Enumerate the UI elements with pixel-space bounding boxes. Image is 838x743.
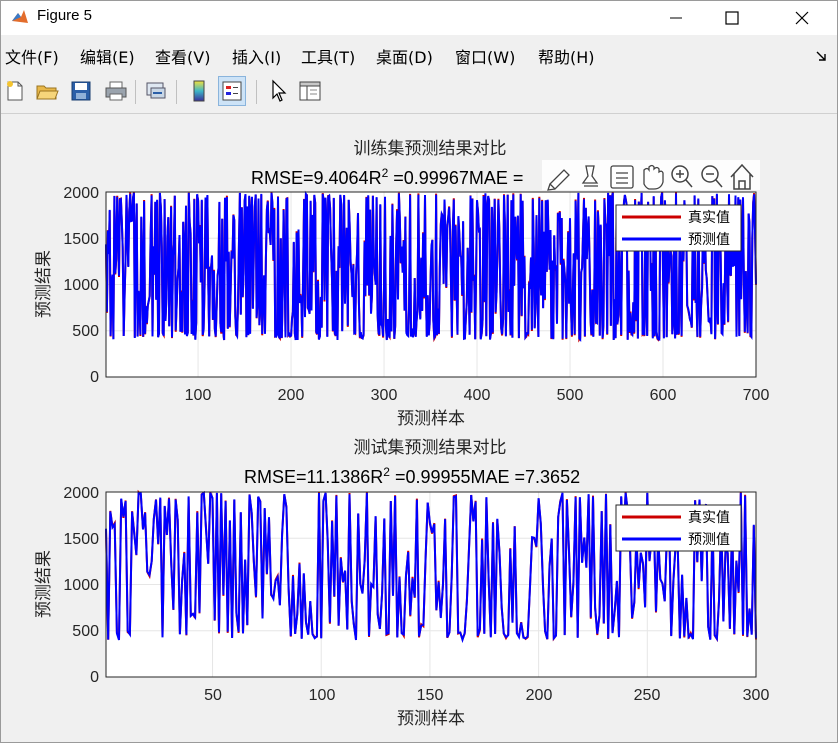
train-xtick: 100 xyxy=(185,387,212,404)
new-file-icon xyxy=(7,81,23,101)
dock-arrow-icon[interactable] xyxy=(815,50,829,62)
train-xtick: 400 xyxy=(464,387,491,404)
open-file-button[interactable] xyxy=(33,76,61,106)
title-bar[interactable]: Figure 5 xyxy=(1,1,837,35)
print-button[interactable] xyxy=(102,76,130,106)
test-pred-series xyxy=(105,490,757,644)
train-ytick: 2000 xyxy=(63,185,99,202)
insert-legend-button[interactable] xyxy=(218,76,246,106)
train-xlabel: 预测样本 xyxy=(397,409,465,428)
brush-icon[interactable] xyxy=(547,169,570,191)
menu-insert[interactable]: 插入(I) xyxy=(232,48,282,67)
train-axes-box xyxy=(105,191,757,378)
train-axes: 训练集预测结果对比 RMSE=9.4064R2 =0.99967MAE = xyxy=(34,139,769,428)
test-ytick: 1500 xyxy=(63,531,99,548)
train-xtick: 300 xyxy=(371,387,398,404)
test-yticks: 0 500 1000 1500 2000 xyxy=(63,485,99,686)
open-folder-icon xyxy=(36,85,59,100)
link-plot-icon xyxy=(146,82,166,99)
test-axes: 测试集预测结果对比 RMSE=11.1386R2 =0.99955MAE =7.… xyxy=(34,438,769,728)
property-inspector-button[interactable] xyxy=(296,76,324,106)
insert-colorbar-button[interactable] xyxy=(185,76,213,106)
train-subtitle: RMSE=9.4064R2 =0.99967MAE = xyxy=(251,166,523,188)
save-button[interactable] xyxy=(67,76,95,106)
train-xtick: 200 xyxy=(278,387,305,404)
colorbar-icon xyxy=(193,80,205,102)
zoom-out-icon[interactable] xyxy=(701,165,723,188)
train-xtick: 600 xyxy=(650,387,677,404)
test-xtick: 250 xyxy=(634,687,661,704)
menu-view[interactable]: 查看(V) xyxy=(155,48,211,67)
pan-icon[interactable] xyxy=(643,164,664,190)
minimize-button[interactable] xyxy=(653,1,699,35)
menu-help[interactable]: 帮助(H) xyxy=(538,48,595,67)
legend-pred-label: 预测值 xyxy=(688,531,730,547)
minimize-icon xyxy=(670,17,682,19)
test-xlabel: 预测样本 xyxy=(397,709,465,728)
train-title: 训练集预测结果对比 xyxy=(354,139,507,158)
toolbar-separator xyxy=(135,80,136,104)
train-ytick: 1500 xyxy=(63,231,99,248)
train-xtick: 500 xyxy=(557,387,584,404)
figure-canvas: 训练集预测结果对比 RMSE=9.4064R2 =0.99967MAE = xyxy=(1,113,837,742)
test-xtick: 50 xyxy=(204,687,222,704)
train-ytick: 0 xyxy=(90,369,99,386)
toolbar-separator xyxy=(176,80,177,104)
zoom-in-icon[interactable] xyxy=(671,165,693,188)
test-xtick: 100 xyxy=(309,687,336,704)
toolbar-separator xyxy=(256,80,257,104)
window-title: Figure 5 xyxy=(37,7,93,24)
train-legend[interactable]: 真实值 预测值 xyxy=(615,204,742,252)
test-xtick: 150 xyxy=(417,687,444,704)
link-plot-button[interactable] xyxy=(142,76,170,106)
menu-desktop[interactable]: 桌面(D) xyxy=(376,48,433,67)
test-axes-box xyxy=(105,491,757,678)
axes-toolbar xyxy=(542,160,760,191)
menu-window[interactable]: 窗口(W) xyxy=(455,48,516,67)
pointer-arrow-icon xyxy=(272,79,287,102)
new-figure-button[interactable] xyxy=(1,76,29,106)
train-yticks: 0 500 1000 1500 2000 xyxy=(63,185,99,386)
test-ylabel: 预测结果 xyxy=(34,550,53,618)
print-icon xyxy=(105,81,127,101)
train-ytick: 500 xyxy=(72,323,99,340)
legend-true-label: 真实值 xyxy=(688,209,730,225)
test-ytick: 500 xyxy=(72,623,99,640)
legend-true-label: 真实值 xyxy=(688,509,730,525)
menu-bar: 文件(F) 编辑(E) 查看(V) 插入(I) 工具(T) 桌面(D) 窗口(W… xyxy=(1,39,837,69)
maximize-icon xyxy=(725,11,739,25)
close-button[interactable] xyxy=(779,1,825,35)
menu-file[interactable]: 文件(F) xyxy=(5,48,59,67)
save-icon xyxy=(71,81,91,101)
maximize-button[interactable] xyxy=(709,1,755,35)
test-ytick: 2000 xyxy=(63,485,99,502)
test-ytick: 0 xyxy=(90,669,99,686)
close-icon xyxy=(795,11,809,25)
test-xtick: 300 xyxy=(743,687,770,704)
train-xtick: 700 xyxy=(743,387,770,404)
save-figure-icon[interactable] xyxy=(610,165,634,189)
menu-edit[interactable]: 编辑(E) xyxy=(80,48,135,67)
train-xticks: 100 200 300 400 500 600 700 xyxy=(185,387,770,404)
train-ylabel: 预测结果 xyxy=(34,250,53,318)
edit-plot-button[interactable] xyxy=(264,76,292,106)
figure-svg: 训练集预测结果对比 RMSE=9.4064R2 =0.99967MAE = xyxy=(34,139,769,728)
test-legend[interactable]: 真实值 预测值 xyxy=(615,504,742,552)
legend-pred-label: 预测值 xyxy=(688,231,730,247)
test-ytick: 1000 xyxy=(63,577,99,594)
menu-tools[interactable]: 工具(T) xyxy=(301,48,356,67)
train-ytick: 1000 xyxy=(63,277,99,294)
test-subtitle: RMSE=11.1386R2 =0.99955MAE =7.3652 xyxy=(244,465,580,487)
train-pred-series xyxy=(105,190,757,342)
test-title: 测试集预测结果对比 xyxy=(354,438,507,457)
matlab-icon xyxy=(12,10,28,23)
home-icon[interactable] xyxy=(730,163,754,190)
data-tips-icon[interactable] xyxy=(581,165,599,187)
legend-icon xyxy=(222,81,242,101)
property-panel-icon xyxy=(299,81,321,101)
test-xticks: 50 100 150 200 250 300 xyxy=(204,687,769,704)
test-xtick: 200 xyxy=(526,687,553,704)
figure-toolbar xyxy=(1,74,837,110)
